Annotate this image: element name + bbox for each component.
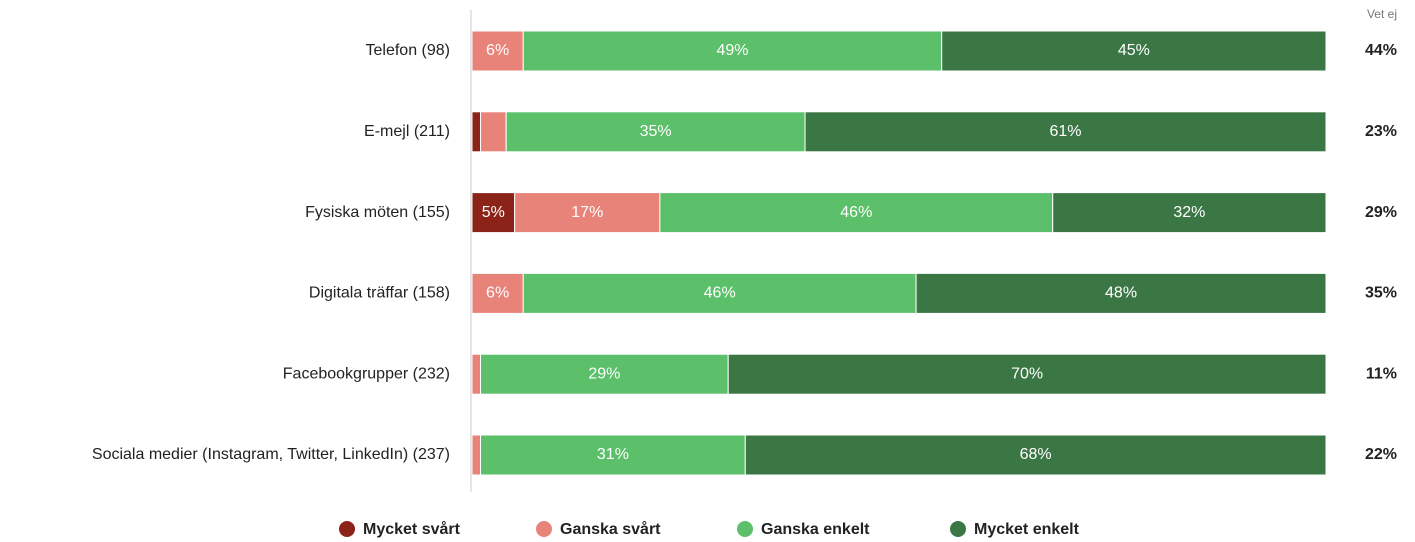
legend-marker xyxy=(536,521,552,537)
bar-segment xyxy=(804,111,1327,153)
data-label: 61% xyxy=(1050,123,1082,140)
bar-segment xyxy=(471,111,482,153)
bar-segment xyxy=(522,30,943,72)
legend-marker xyxy=(950,521,966,537)
data-label: 29% xyxy=(588,365,620,382)
legend-label: Ganska svårt xyxy=(560,520,661,538)
dont-know-label: 23% xyxy=(1365,123,1397,140)
data-label: 31% xyxy=(597,446,629,463)
dont-know-label: 11% xyxy=(1366,365,1397,382)
data-label: 17% xyxy=(571,204,603,221)
dont-know-label: 29% xyxy=(1365,204,1397,221)
bar-segment xyxy=(480,111,507,153)
bar-segment xyxy=(471,353,482,395)
legend-marker xyxy=(339,521,355,537)
data-label: 45% xyxy=(1118,42,1150,59)
category-label: Sociala medier (Instagram, Twitter, Link… xyxy=(92,446,450,463)
bar-segment xyxy=(1052,192,1327,234)
bar-segment xyxy=(480,353,729,395)
category-label: E-mejl (211) xyxy=(364,123,450,140)
data-label: 6% xyxy=(486,285,509,302)
dont-know-label: 35% xyxy=(1365,285,1397,302)
category-label: Digitala träffar (158) xyxy=(309,285,450,302)
data-label: 46% xyxy=(704,285,736,302)
category-label: Fysiska möten (155) xyxy=(305,204,450,221)
data-label: 35% xyxy=(640,123,672,140)
legend-label: Mycket enkelt xyxy=(974,521,1080,538)
data-label: 48% xyxy=(1105,285,1137,302)
data-label: 5% xyxy=(482,204,505,221)
data-label: 68% xyxy=(1020,446,1052,463)
bar-segment xyxy=(727,353,1327,395)
bar-segment xyxy=(659,192,1054,234)
category-label: Telefon (98) xyxy=(366,42,451,59)
dont-know-label: 22% xyxy=(1365,446,1397,463)
bar-segment xyxy=(480,434,746,476)
dont-know-label: 44% xyxy=(1365,42,1397,59)
dont-know-title: Vet ej xyxy=(1367,7,1397,21)
data-label: 46% xyxy=(840,204,872,221)
legend-label: Ganska enkelt xyxy=(761,521,870,538)
data-label: 70% xyxy=(1011,365,1043,382)
bar-segment xyxy=(744,434,1327,476)
bar-segment xyxy=(522,272,917,314)
bar-segment xyxy=(915,272,1327,314)
legend-label: Mycket svårt xyxy=(363,520,461,538)
bar-segment xyxy=(471,272,524,314)
data-label: 6% xyxy=(486,42,509,59)
data-label: 49% xyxy=(716,42,748,59)
bar-segment xyxy=(471,434,482,476)
category-label: Facebookgrupper (232) xyxy=(283,365,450,382)
data-label: 32% xyxy=(1173,204,1205,221)
legend-marker xyxy=(737,521,753,537)
bar-segment xyxy=(941,30,1327,72)
